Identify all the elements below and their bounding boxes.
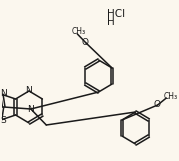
Text: N: N — [26, 85, 32, 95]
Text: HCl: HCl — [107, 9, 125, 19]
Text: N: N — [27, 104, 34, 114]
Text: N: N — [0, 89, 7, 98]
Text: O: O — [82, 38, 89, 47]
Text: CH₃: CH₃ — [71, 27, 85, 35]
Text: O: O — [153, 99, 160, 109]
Text: H: H — [107, 17, 115, 27]
Text: CH₃: CH₃ — [164, 91, 178, 100]
Text: S: S — [1, 116, 7, 125]
